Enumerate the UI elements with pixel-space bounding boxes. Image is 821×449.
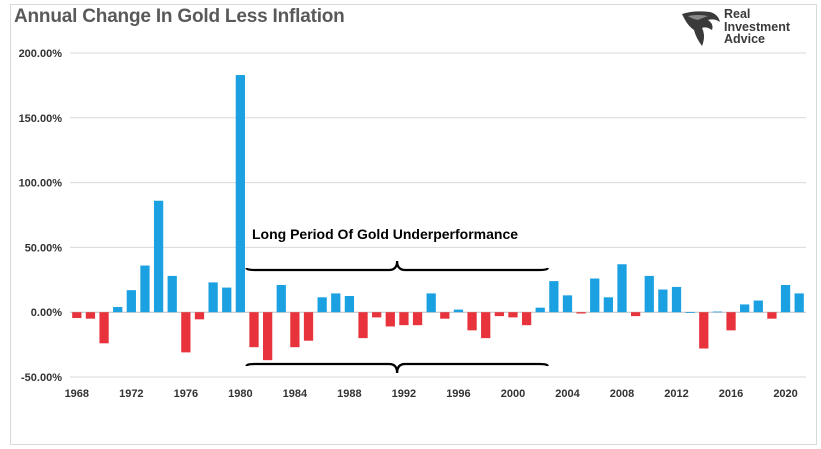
bar-1999 [494, 312, 504, 317]
bar-2006 [590, 278, 600, 313]
bar-1977 [194, 312, 205, 320]
x-tick-label: 1992 [392, 388, 416, 400]
bar-2014 [699, 312, 709, 349]
bar-1987 [331, 293, 341, 313]
bar-2002 [535, 307, 545, 313]
brand-logo: Real Investment Advice [680, 8, 810, 52]
bar-1997 [467, 312, 477, 331]
logo-line-1: Real [724, 7, 751, 21]
bar-2009 [630, 312, 641, 317]
bar-2015 [712, 311, 723, 313]
y-tick-label: 50.00% [25, 242, 63, 254]
bar-2004 [562, 295, 573, 313]
logo-line-3: Advice [724, 32, 765, 46]
bar-2001 [521, 312, 532, 326]
bar-2021 [794, 293, 804, 313]
bar-2010 [644, 275, 654, 313]
x-tick-label: 1996 [446, 388, 470, 400]
gridlines [70, 52, 806, 378]
y-tick-label: 0.00% [31, 307, 62, 319]
bars [72, 75, 804, 361]
y-tick-label: 100.00% [19, 178, 63, 190]
y-tick-label: 200.00% [19, 48, 63, 60]
bar-1993 [412, 312, 423, 326]
bar-1982 [262, 312, 273, 361]
x-tick-label: 2008 [610, 388, 634, 400]
x-tick-label: 1984 [283, 388, 308, 400]
bar-2005 [576, 312, 586, 314]
bar-1984 [290, 312, 300, 348]
bar-2007 [603, 297, 614, 313]
bar-1998 [481, 312, 491, 339]
bar-1979 [222, 287, 232, 313]
upper-brace [245, 260, 549, 272]
bar-1983 [276, 284, 286, 313]
bar-2019 [767, 312, 777, 319]
bar-1972 [126, 290, 136, 313]
x-tick-label: 1976 [174, 388, 198, 400]
y-axis-ticks: 200.00% 150.00% 100.00% 50.00% 0.00% -50.00% [19, 48, 63, 384]
x-tick-label: 1980 [228, 388, 252, 400]
lower-brace [245, 362, 549, 374]
bar-2020 [780, 284, 791, 313]
bar-2018 [753, 300, 763, 313]
bar-1989 [358, 312, 368, 339]
chart-frame [10, 4, 817, 445]
braces [245, 260, 549, 374]
bar-1996 [453, 309, 464, 313]
y-tick-label: -50.00% [21, 372, 62, 384]
bar-1994 [426, 293, 436, 313]
bar-1968 [72, 312, 82, 319]
bar-1980 [235, 75, 246, 313]
bar-1976 [181, 312, 191, 353]
bar-1990 [372, 312, 382, 318]
bar-1969 [85, 312, 96, 319]
bar-2017 [740, 304, 750, 313]
x-axis-ticks: 1968 1972 1976 1980 1984 1988 1992 1996 2000 2004… [65, 388, 798, 400]
x-tick-label: 2000 [501, 388, 525, 400]
bar-2008 [617, 264, 627, 313]
bar-1986 [317, 297, 327, 313]
bar-2012 [671, 286, 682, 313]
bar-1992 [399, 312, 409, 326]
bar-1971 [113, 307, 123, 313]
bar-2013 [685, 312, 695, 313]
bar-2011 [658, 289, 668, 313]
x-tick-label: 1968 [65, 388, 89, 400]
chart-title: Annual Change In Gold Less Inflation [14, 6, 345, 27]
bar-1978 [208, 282, 218, 313]
bar-1975 [167, 275, 177, 313]
bar-2000 [508, 312, 518, 318]
annotation-label: Long Period Of Gold Underperformance [252, 226, 518, 242]
bar-1981 [249, 312, 259, 348]
y-tick-label: 150.00% [19, 113, 63, 125]
x-tick-label: 1988 [337, 388, 361, 400]
x-tick-label: 2016 [719, 388, 743, 400]
eagle-icon [682, 11, 720, 47]
bar-1988 [344, 296, 355, 313]
bar-1974 [153, 200, 164, 313]
bar-2016 [726, 312, 736, 331]
x-tick-label: 1972 [119, 388, 143, 400]
bar-1973 [140, 265, 150, 313]
x-tick-label: 2004 [555, 388, 580, 400]
bar-1970 [99, 312, 109, 344]
x-tick-label: 2012 [664, 388, 688, 400]
bar-1991 [385, 312, 395, 327]
x-tick-label: 2020 [773, 388, 797, 400]
bar-1985 [303, 312, 314, 341]
logo-text: Real Investment Advice [724, 8, 790, 46]
logo-line-2: Investment [724, 19, 790, 34]
bar-1995 [440, 312, 450, 319]
bar-2003 [549, 281, 559, 313]
